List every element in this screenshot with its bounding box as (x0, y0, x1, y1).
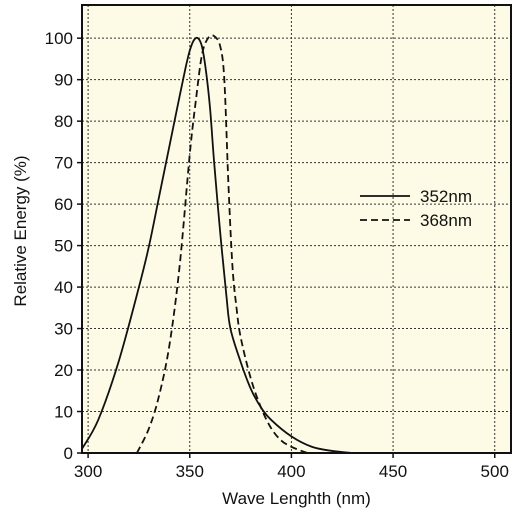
grid (82, 5, 511, 453)
x-tick-label: 400 (277, 462, 305, 481)
y-axis-label: Relative Energy (%) (11, 155, 30, 306)
legend-label: 352nm (420, 187, 472, 206)
y-axis-ticks: 0 10 20 30 40 50 60 70 80 90 100 (45, 29, 82, 463)
y-tick-label: 50 (54, 237, 73, 256)
legend: 352nm 368nm (360, 187, 472, 230)
x-tick-label: 350 (176, 462, 204, 481)
x-tick-label: 300 (74, 462, 102, 481)
y-tick-label: 100 (45, 29, 73, 48)
y-tick-label: 40 (54, 278, 73, 297)
y-tick-label: 10 (54, 403, 73, 422)
y-tick-label: 60 (54, 195, 73, 214)
x-tick-label: 450 (379, 462, 407, 481)
plot-frame (81, 4, 512, 454)
x-axis-ticks: 300 350 400 450 500 (74, 453, 509, 481)
y-tick-label: 30 (54, 320, 73, 339)
series-lines (82, 34, 353, 453)
y-tick-label: 0 (64, 444, 73, 463)
x-axis-label: Wave Lenghth (nm) (222, 489, 371, 508)
y-tick-label: 70 (54, 154, 73, 173)
y-tick-label: 90 (54, 71, 73, 90)
x-tick-label: 500 (481, 462, 509, 481)
series-line-368nm (136, 34, 308, 453)
y-tick-label: 80 (54, 112, 73, 131)
legend-label: 368nm (420, 211, 472, 230)
series-line-352nm (82, 36, 353, 453)
y-tick-label: 20 (54, 361, 73, 380)
